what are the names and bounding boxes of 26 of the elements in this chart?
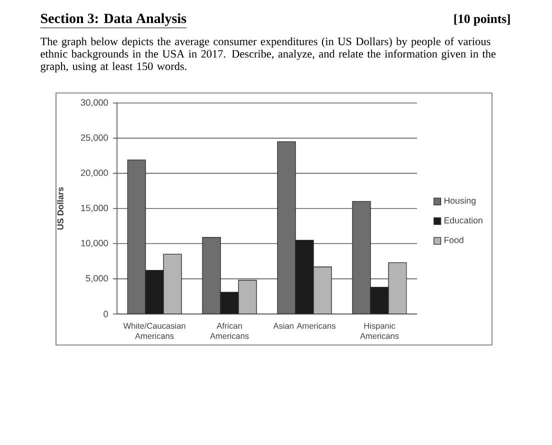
y-tick-label: 20,000 — [81, 170, 108, 178]
y-tick-label: 15,000 — [81, 204, 108, 212]
bar — [313, 266, 332, 314]
x-tick-label: African Americans — [210, 322, 249, 339]
x-tick-label: Asian Americans — [273, 322, 336, 329]
chart-title: Section 3: Data Analysis — [41, 13, 186, 26]
chart-subtitle: The graph below depicts the average consumer expenditures (in US Dollars) by people of various ethnic backgrounds in the USA in 2017. Describe, analyze, and relate the information given in the graph, using at least 150 words. — [40, 37, 496, 72]
bar — [388, 262, 407, 314]
bar — [238, 280, 257, 314]
bar — [202, 237, 221, 314]
bar — [127, 160, 146, 314]
y-tick-label: 0 — [104, 310, 108, 318]
bar — [352, 201, 371, 314]
y-tick-label: 30,000 — [80, 99, 108, 107]
y-tick-label: 5,000 — [86, 275, 108, 283]
legend-label: Education — [444, 216, 482, 224]
y-axis-title: US Dollars — [57, 187, 64, 230]
bar — [277, 141, 296, 314]
x-tick-label: White/Caucasian Americans — [123, 322, 186, 339]
x-tick-label: Hispanic Americans — [360, 322, 399, 339]
text: [10 points] — [454, 14, 510, 26]
bar — [163, 254, 182, 314]
y-tick-label: 25,000 — [81, 134, 108, 142]
y-tick-label: 10,000 — [81, 240, 108, 248]
legend-label: Food — [444, 236, 464, 244]
legend-label: Housing — [444, 197, 476, 206]
